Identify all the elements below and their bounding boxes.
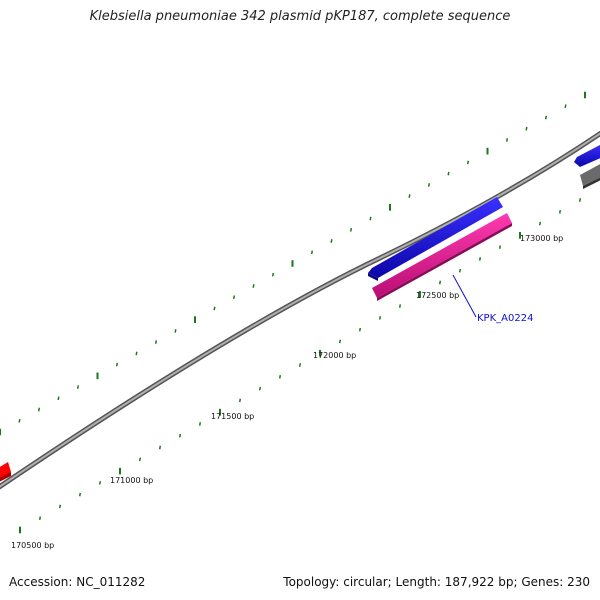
inner-tick	[498, 245, 502, 249]
outer-tick-ring	[0, 91, 586, 436]
outer-tick	[466, 160, 470, 165]
inner-tick	[298, 363, 302, 367]
inner-tick	[38, 516, 42, 521]
inner-tick	[78, 492, 82, 497]
plasmid-backbone	[0, 130, 600, 490]
outer-tick	[505, 138, 509, 142]
outer-tick	[232, 295, 236, 300]
outer-tick	[76, 385, 80, 389]
outer-tick	[427, 183, 431, 187]
accession-text: Accession: NC_011282	[9, 575, 146, 589]
scale-label-173000: 173000 bp	[520, 234, 563, 243]
outer-tick	[18, 418, 21, 423]
topology-summary: Topology: circular; Length: 187,922 bp; …	[283, 575, 590, 589]
outer-tick	[154, 340, 158, 344]
scale-label-171000: 171000 bp	[110, 476, 153, 485]
outer-tick	[252, 284, 255, 288]
outer-tick	[57, 396, 60, 401]
outer-tick	[330, 239, 333, 243]
inner-tick	[198, 422, 202, 426]
inner-tick	[338, 339, 342, 344]
inner-tick	[438, 280, 442, 285]
outer-tick	[271, 272, 275, 277]
outer-tick	[408, 194, 411, 198]
gene-forward-blue[interactable]	[368, 197, 503, 281]
inner-tick	[58, 504, 62, 509]
inner-tick	[138, 457, 142, 462]
inner-tick	[398, 304, 402, 308]
inner-tick-ring	[19, 198, 582, 534]
scale-label-170500: 170500 bp	[11, 541, 54, 550]
inner-tick	[538, 221, 542, 226]
inner-tick	[238, 398, 242, 403]
outer-tick	[349, 227, 353, 232]
scale-label-172500: 172500 bp	[416, 291, 459, 300]
plasmid-backbone-highlight	[0, 132, 600, 488]
inner-tick	[358, 327, 362, 332]
outer-tick	[369, 216, 372, 221]
outer-tick	[213, 306, 216, 311]
outer-tick	[174, 329, 177, 333]
inner-tick	[578, 198, 582, 202]
inner-tick	[158, 445, 162, 450]
outer-tick	[525, 126, 528, 131]
outer-tick	[37, 407, 41, 412]
inner-tick	[458, 268, 462, 273]
gene-label-kpk-a0224[interactable]: KPK_A0224	[477, 313, 533, 324]
gene-forward-blue-right[interactable]	[574, 144, 600, 167]
gene-reverse-pink[interactable]	[372, 213, 512, 301]
inner-tick	[478, 257, 482, 261]
outer-tick	[135, 351, 138, 356]
inner-tick	[258, 386, 262, 391]
outer-tick	[544, 115, 548, 120]
inner-tick	[378, 316, 382, 320]
red-gene-feature[interactable]	[0, 462, 11, 484]
gray-gene-feature[interactable]	[580, 163, 600, 189]
scale-label-172000: 172000 bp	[313, 351, 356, 360]
inner-tick	[558, 209, 562, 214]
map-title: Klebsiella pneumoniae 342 plasmid pKP187…	[89, 9, 511, 24]
inner-tick	[98, 481, 102, 485]
inner-tick	[278, 374, 282, 379]
gene-label-leader	[452, 274, 477, 318]
outer-tick	[447, 171, 450, 176]
inner-tick	[178, 433, 182, 438]
outer-tick	[564, 104, 567, 109]
outer-tick	[115, 362, 119, 367]
scale-label-171500: 171500 bp	[211, 412, 254, 421]
outer-tick	[310, 250, 314, 255]
